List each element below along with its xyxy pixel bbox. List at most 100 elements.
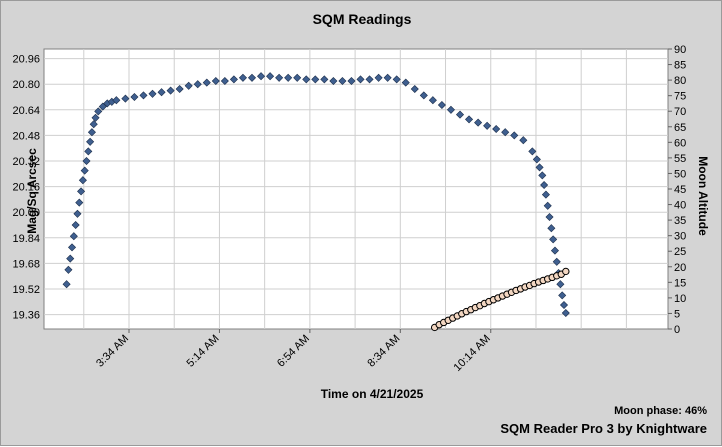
sqm-point bbox=[266, 72, 275, 81]
left-y-axis: 19.36 19.52 19.68 19.84 20.00 20.16 20.32 20.48… bbox=[12, 54, 40, 322]
sqm-point bbox=[202, 78, 211, 87]
y2-tick-label: 45 bbox=[674, 184, 686, 196]
sqm-point bbox=[374, 73, 383, 82]
sqm-point bbox=[383, 73, 392, 82]
y-axis-label: Mag/Sq Arcsec bbox=[25, 148, 39, 234]
x-axis: 3:34 AM 5:14 AM 6:54 AM 8:34 AM 10:14 AM bbox=[94, 329, 493, 374]
y2-tick-label: 65 bbox=[674, 122, 686, 134]
sqm-point bbox=[71, 220, 80, 230]
sqm-point bbox=[98, 102, 107, 111]
y-tick-label: 20.96 bbox=[12, 54, 40, 66]
sqm-point bbox=[175, 84, 184, 94]
y2-tick-label: 55 bbox=[674, 153, 686, 165]
sqm-point bbox=[130, 92, 139, 102]
sqm-point bbox=[302, 75, 311, 84]
sqm-point bbox=[68, 243, 77, 252]
sqm-point bbox=[320, 75, 329, 84]
sqm-point bbox=[561, 308, 570, 318]
sqm-point bbox=[73, 209, 82, 218]
sqm-point bbox=[148, 89, 157, 98]
sqm-point bbox=[75, 198, 84, 207]
chart-title: SQM Readings bbox=[313, 11, 412, 27]
y-tick-label: 19.52 bbox=[12, 284, 40, 296]
x-tick-label: 5:14 AM bbox=[185, 333, 222, 370]
sqm-point bbox=[64, 265, 73, 274]
y2-tick-label: 90 bbox=[674, 44, 686, 56]
y2-tick-label: 80 bbox=[674, 75, 686, 87]
sqm-point bbox=[220, 76, 229, 86]
x-tick-label: 3:34 AM bbox=[94, 333, 131, 370]
grid-lines bbox=[44, 49, 668, 329]
sqm-point bbox=[428, 96, 437, 105]
sqm-point bbox=[293, 73, 302, 82]
x-axis-label: Time on 4/21/2025 bbox=[321, 387, 424, 401]
sqm-point bbox=[238, 73, 247, 82]
app-credit-text: SQM Reader Pro 3 by Knightware bbox=[500, 421, 707, 436]
sqm-point bbox=[510, 131, 519, 140]
sqm-point bbox=[91, 113, 100, 122]
y-tick-label: 20.64 bbox=[12, 105, 40, 117]
sqm-point bbox=[558, 291, 567, 300]
sqm-point bbox=[492, 124, 501, 134]
x-tick-label: 10:14 AM bbox=[452, 333, 493, 374]
y2-tick-label: 75 bbox=[674, 91, 686, 103]
sqm-point bbox=[89, 120, 98, 129]
y2-axis-label: Moon Altitude bbox=[696, 156, 710, 236]
sqm-point bbox=[157, 88, 166, 97]
sqm-point bbox=[257, 72, 266, 81]
sqm-point bbox=[410, 84, 419, 94]
right-y-axis: 0 5 10 15 20 25 30 35 40 45 50 55 60 65 70 75 80 85 90 bbox=[668, 44, 686, 336]
sqm-point bbox=[77, 187, 86, 196]
sqm-point bbox=[455, 110, 465, 119]
sqm-point bbox=[80, 166, 89, 175]
y2-tick-label: 5 bbox=[674, 308, 680, 320]
y-tick-label: 20.80 bbox=[12, 79, 40, 91]
sqm-point bbox=[543, 201, 552, 210]
sqm-point bbox=[446, 105, 455, 114]
sqm-point bbox=[356, 75, 365, 84]
y2-tick-label: 30 bbox=[674, 231, 686, 243]
y2-tick-label: 20 bbox=[674, 262, 686, 274]
sqm-point bbox=[552, 257, 561, 266]
y-tick-label: 20.16 bbox=[12, 182, 40, 194]
sqm-point bbox=[401, 78, 410, 87]
sqm-point bbox=[550, 246, 559, 255]
sqm-point bbox=[347, 76, 356, 86]
y-tick-label: 19.36 bbox=[12, 310, 40, 322]
sqm-point bbox=[437, 100, 446, 110]
y-tick-label: 20.48 bbox=[12, 130, 40, 142]
sqm-point bbox=[229, 75, 238, 84]
y2-tick-label: 70 bbox=[674, 106, 686, 118]
y-tick-label: 19.84 bbox=[12, 233, 40, 245]
x-tick-label: 8:34 AM bbox=[365, 333, 402, 370]
sqm-point bbox=[549, 235, 558, 244]
sqm-point bbox=[329, 76, 338, 86]
y-tick-label: 20.00 bbox=[12, 207, 40, 219]
sqm-point bbox=[474, 118, 483, 127]
x-tick-label: 6:54 AM bbox=[275, 333, 312, 370]
y2-tick-label: 15 bbox=[674, 277, 686, 289]
sqm-point bbox=[483, 121, 492, 130]
sqm-point bbox=[535, 163, 544, 172]
sqm-point bbox=[275, 73, 284, 82]
sqm-point bbox=[66, 254, 75, 263]
sqm-point bbox=[338, 76, 347, 86]
sqm-point bbox=[82, 156, 91, 166]
sqm-point bbox=[519, 136, 528, 145]
sqm-point bbox=[121, 94, 130, 103]
sqm-point bbox=[501, 128, 510, 137]
sqm-point bbox=[556, 280, 565, 289]
sqm-point bbox=[247, 73, 257, 82]
sqm-point bbox=[94, 107, 103, 116]
y2-tick-label: 10 bbox=[674, 293, 686, 305]
sqm-point bbox=[545, 212, 554, 222]
sqm-point bbox=[541, 190, 550, 199]
y2-tick-label: 25 bbox=[674, 246, 686, 258]
y2-tick-label: 50 bbox=[674, 168, 686, 180]
y2-tick-label: 40 bbox=[674, 200, 686, 212]
sqm-point bbox=[193, 80, 202, 89]
sqm-point bbox=[78, 176, 87, 185]
plot-area bbox=[43, 48, 669, 330]
